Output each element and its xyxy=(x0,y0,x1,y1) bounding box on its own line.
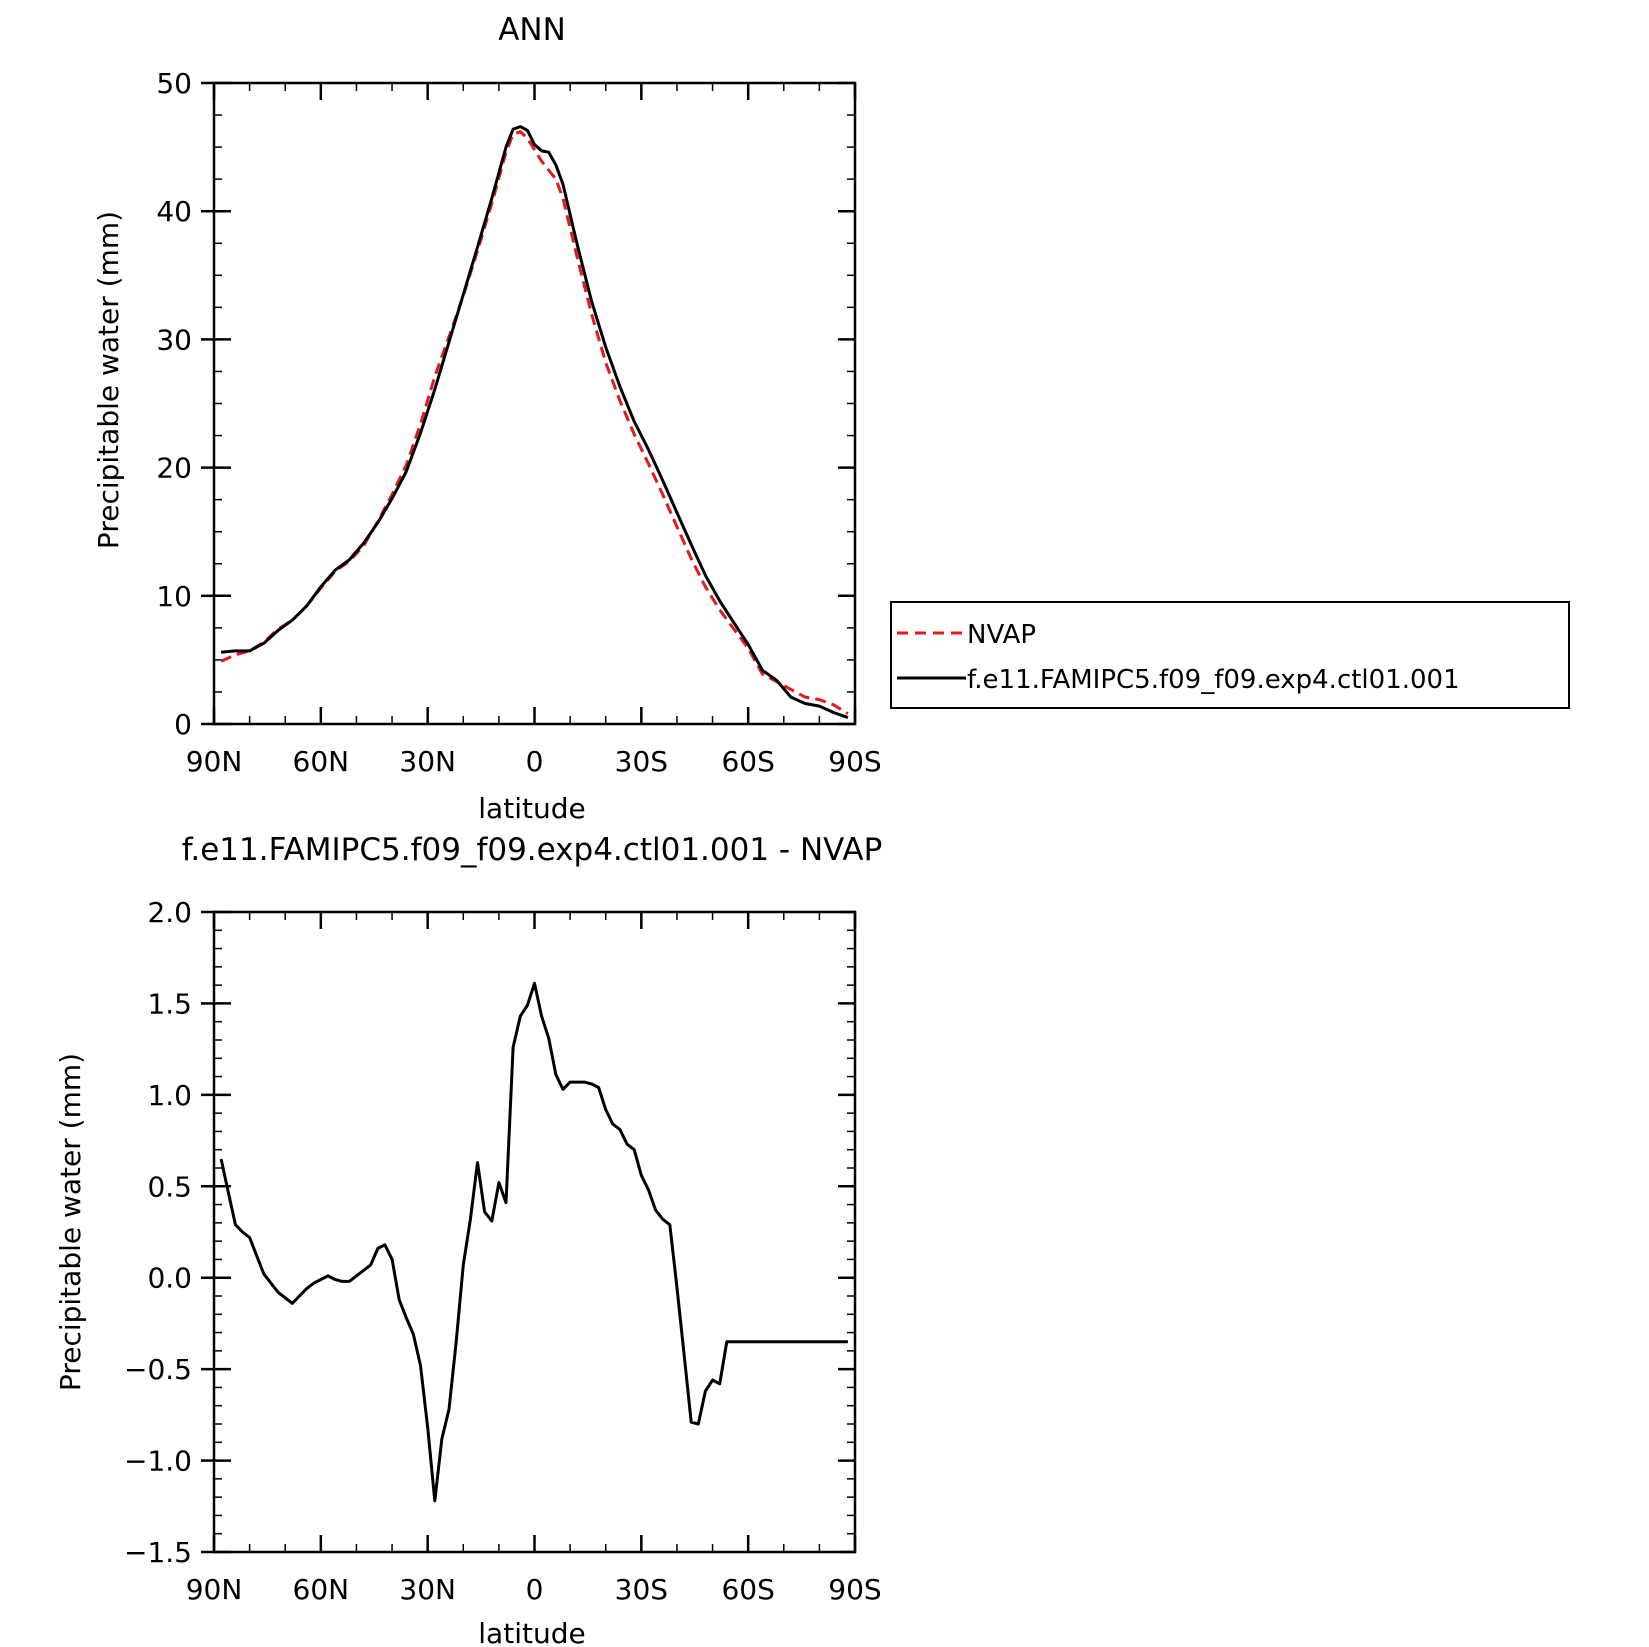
top-y-tick-label: 50 xyxy=(156,67,192,100)
bottom-y-tick-label: 0.5 xyxy=(147,1170,192,1203)
top-x-tick-label: 30S xyxy=(615,745,668,778)
bottom-y-tick-label: −1.5 xyxy=(124,1536,192,1569)
top-series-line-0 xyxy=(220,130,849,715)
top-x-axis-label: latitude xyxy=(478,792,585,825)
bottom-x-tick-label: 0 xyxy=(526,1573,544,1606)
bottom-y-tick-label: 2.0 xyxy=(147,896,192,929)
legend-box xyxy=(890,601,1570,709)
bottom-plot-area: 90N 60N 30N 0 30S 60S 90S −1.5 −1.0 −0.5 0.0 0.5 1.0… xyxy=(124,896,882,1606)
bottom-x-axis-label: latitude xyxy=(478,1617,585,1647)
bottom-chart-title: f.e11.FAMIPC5.f09_f09.exp4.ctl01.001 - N… xyxy=(182,832,883,868)
top-y-tick-label: 30 xyxy=(156,323,192,356)
top-x-tick-label: 90S xyxy=(828,745,881,778)
top-x-tick-label: 0 xyxy=(526,745,544,778)
bottom-x-tick-label: 60N xyxy=(293,1573,350,1606)
bottom-y-tick-label: −0.5 xyxy=(124,1353,192,1386)
legend-label-model: f.e11.FAMIPC5.f09_f09.exp4.ctl01.001 xyxy=(967,665,1460,695)
top-plot-frame xyxy=(212,81,857,726)
bottom-x-tick-label: 90N xyxy=(186,1573,243,1606)
bottom-y-tick-label: 1.5 xyxy=(147,987,192,1020)
top-panel: ANN latitude Precipitable water (mm) 90N… xyxy=(92,12,882,825)
top-y-tick-label: 20 xyxy=(156,452,192,485)
top-x-tick-label: 90N xyxy=(186,745,243,778)
top-y-tick-label: 40 xyxy=(156,195,192,228)
top-x-tick-label: 60S xyxy=(721,745,774,778)
bottom-y-axis-label: Precipitable water (mm) xyxy=(54,1053,87,1391)
top-y-tick-label: 10 xyxy=(156,580,192,613)
bottom-x-tick-label: 30S xyxy=(615,1573,668,1606)
bottom-plot-frame xyxy=(212,910,857,1554)
bottom-panel: f.e11.FAMIPC5.f09_f09.exp4.ctl01.001 - N… xyxy=(54,832,882,1647)
top-series-line-1 xyxy=(220,125,849,720)
bottom-x-tick-label: 90S xyxy=(828,1573,881,1606)
bottom-y-tick-label: 0.0 xyxy=(147,1262,192,1295)
legend: NVAP f.e11.FAMIPC5.f09_f09.exp4.ctl01.00… xyxy=(890,601,1570,709)
top-y-tick-label: 0 xyxy=(174,708,192,741)
top-x-tick-label: 30N xyxy=(399,745,456,778)
bottom-x-tick-label: 30N xyxy=(399,1573,456,1606)
top-plot-area: 90N 60N 30N 0 30S 60S 90S 0 10 20 30 40 50 xyxy=(156,67,881,778)
bottom-x-tick-label: 60S xyxy=(721,1573,774,1606)
top-chart-title: ANN xyxy=(498,12,566,48)
legend-label-nvap: NVAP xyxy=(967,620,1036,650)
bottom-y-tick-label: −1.0 xyxy=(124,1445,192,1478)
top-y-axis-label: Precipitable water (mm) xyxy=(92,211,125,549)
top-x-tick-label: 60N xyxy=(293,745,350,778)
bottom-y-tick-label: 1.0 xyxy=(147,1079,192,1112)
bottom-series-line-0 xyxy=(219,981,848,1503)
